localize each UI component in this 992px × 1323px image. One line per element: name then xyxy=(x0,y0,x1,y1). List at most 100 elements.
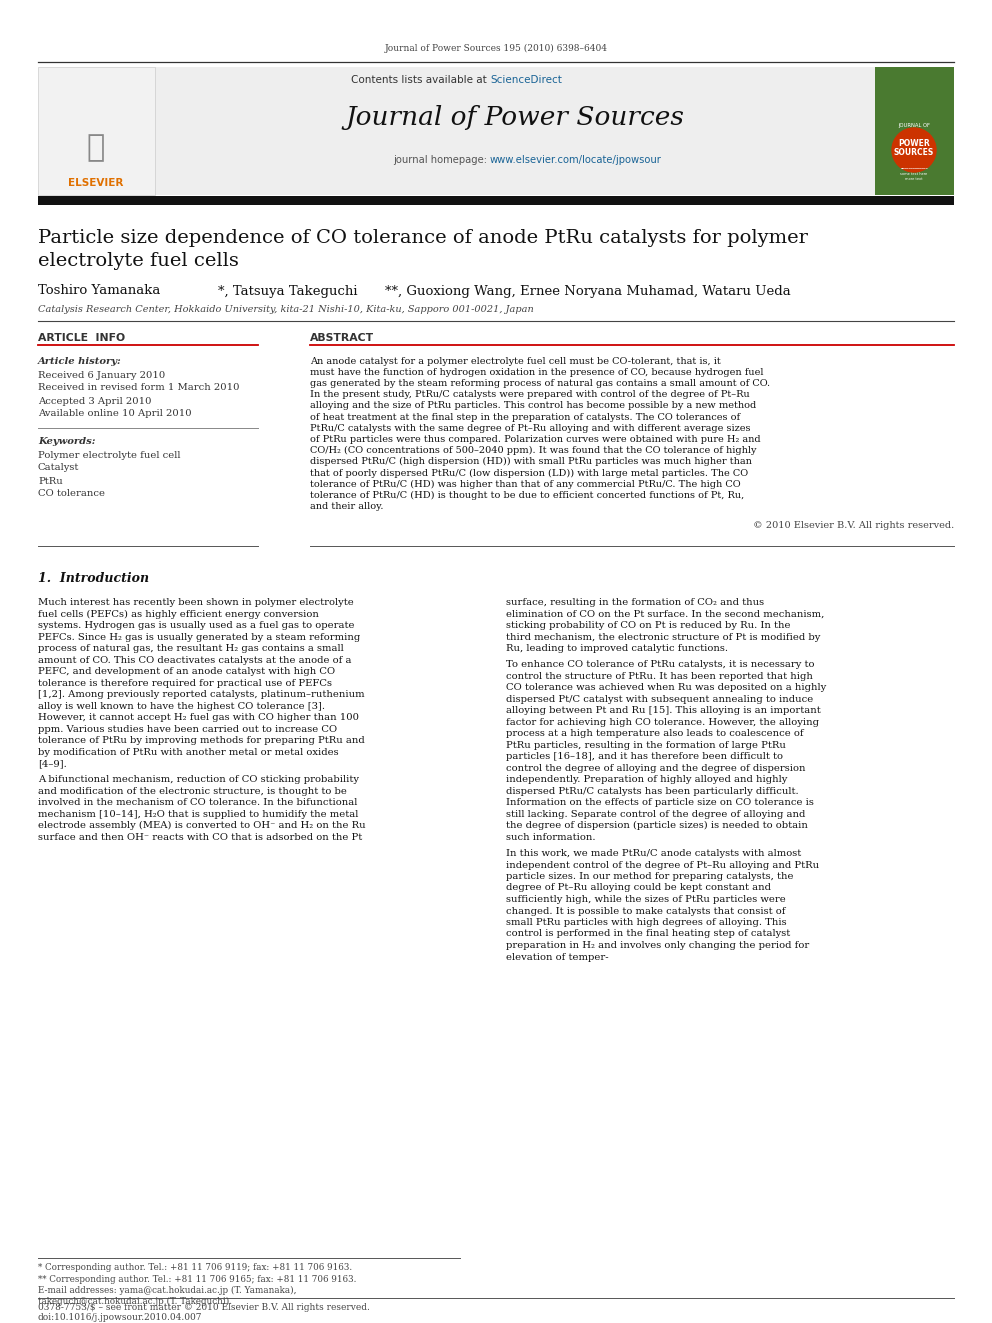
Text: To enhance CO tolerance of PtRu catalysts, it is necessary to: To enhance CO tolerance of PtRu catalyst… xyxy=(506,660,814,669)
Text: control the structure of PtRu. It has been reported that high: control the structure of PtRu. It has be… xyxy=(506,672,812,681)
Text: ARTICLE  INFO: ARTICLE INFO xyxy=(38,333,125,343)
Text: *, Tatsuya Takeguchi: *, Tatsuya Takeguchi xyxy=(218,284,357,298)
Text: Received 6 January 2010: Received 6 January 2010 xyxy=(38,370,166,380)
Text: surface, resulting in the formation of CO₂ and thus: surface, resulting in the formation of C… xyxy=(506,598,764,607)
Text: Ru, leading to improved catalytic functions.: Ru, leading to improved catalytic functi… xyxy=(506,644,728,654)
Text: Contents lists available at: Contents lists available at xyxy=(351,75,490,85)
Text: of PtRu particles were thus compared. Polarization curves were obtained with pur: of PtRu particles were thus compared. Po… xyxy=(310,435,761,445)
Text: Toshiro Yamanaka: Toshiro Yamanaka xyxy=(38,284,161,298)
Text: alloy is well known to have the highest CO tolerance [3].: alloy is well known to have the highest … xyxy=(38,701,325,710)
Text: changed. It is possible to make catalysts that consist of: changed. It is possible to make catalyst… xyxy=(506,906,786,916)
Text: journal homepage:: journal homepage: xyxy=(393,155,490,165)
Text: In the present study, PtRu/C catalysts were prepared with control of the degree : In the present study, PtRu/C catalysts w… xyxy=(310,390,750,400)
Text: In this work, we made PtRu/C anode catalysts with almost: In this work, we made PtRu/C anode catal… xyxy=(506,849,802,859)
Text: control is performed in the final heating step of catalyst: control is performed in the final heatin… xyxy=(506,930,791,938)
Text: systems. Hydrogen gas is usually used as a fuel gas to operate: systems. Hydrogen gas is usually used as… xyxy=(38,622,354,630)
Text: Particle size dependence of CO tolerance of anode PtRu catalysts for polymer: Particle size dependence of CO tolerance… xyxy=(38,229,807,247)
Text: process at a high temperature also leads to coalescence of: process at a high temperature also leads… xyxy=(506,729,804,738)
Text: involved in the mechanism of CO tolerance. In the bifunctional: involved in the mechanism of CO toleranc… xyxy=(38,798,357,807)
Text: Available online 10 April 2010: Available online 10 April 2010 xyxy=(38,410,191,418)
Text: doi:10.1016/j.jpowsour.2010.04.007: doi:10.1016/j.jpowsour.2010.04.007 xyxy=(38,1314,202,1323)
Text: amount of CO. This CO deactivates catalysts at the anode of a: amount of CO. This CO deactivates cataly… xyxy=(38,656,351,664)
Text: the degree of dispersion (particle sizes) is needed to obtain: the degree of dispersion (particle sizes… xyxy=(506,822,807,831)
Text: fuel cells (PEFCs) as highly efficient energy conversion: fuel cells (PEFCs) as highly efficient e… xyxy=(38,610,318,619)
Text: * Corresponding author. Tel.: +81 11 706 9119; fax: +81 11 706 9163.: * Corresponding author. Tel.: +81 11 706… xyxy=(38,1263,352,1273)
Text: independent control of the degree of Pt–Ru alloying and PtRu: independent control of the degree of Pt–… xyxy=(506,860,819,869)
Text: PEFCs. Since H₂ gas is usually generated by a steam reforming: PEFCs. Since H₂ gas is usually generated… xyxy=(38,632,360,642)
Text: Journal of Power Sources: Journal of Power Sources xyxy=(345,106,684,131)
Text: control the degree of alloying and the degree of dispersion: control the degree of alloying and the d… xyxy=(506,763,806,773)
Text: 0378-7753/$ – see front matter © 2010 Elsevier B.V. All rights reserved.: 0378-7753/$ – see front matter © 2010 El… xyxy=(38,1303,370,1312)
Text: ** Corresponding author. Tel.: +81 11 706 9165; fax: +81 11 706 9163.: ** Corresponding author. Tel.: +81 11 70… xyxy=(38,1274,356,1283)
Text: Much interest has recently been shown in polymer electrolyte: Much interest has recently been shown in… xyxy=(38,598,354,607)
Text: third mechanism, the electronic structure of Pt is modified by: third mechanism, the electronic structur… xyxy=(506,632,820,642)
Text: sufficiently high, while the sizes of PtRu particles were: sufficiently high, while the sizes of Pt… xyxy=(506,894,786,904)
Text: CO/H₂ (CO concentrations of 500–2040 ppm). It was found that the CO tolerance of: CO/H₂ (CO concentrations of 500–2040 ppm… xyxy=(310,446,757,455)
Text: Keywords:: Keywords: xyxy=(38,437,95,446)
Text: still lacking. Separate control of the degree of alloying and: still lacking. Separate control of the d… xyxy=(506,810,806,819)
Text: E-mail addresses: yama@cat.hokudai.ac.jp (T. Yamanaka),: E-mail addresses: yama@cat.hokudai.ac.jp… xyxy=(38,1286,297,1295)
Text: JOURNAL OF: JOURNAL OF xyxy=(898,123,930,127)
Text: and their alloy.: and their alloy. xyxy=(310,503,384,511)
Text: tolerance of PtRu by improving methods for preparing PtRu and: tolerance of PtRu by improving methods f… xyxy=(38,737,365,745)
Text: alloying and the size of PtRu particles. This control has become possible by a n: alloying and the size of PtRu particles.… xyxy=(310,401,756,410)
Text: preparation in H₂ and involves only changing the period for: preparation in H₂ and involves only chan… xyxy=(506,941,809,950)
Text: process of natural gas, the resultant H₂ gas contains a small: process of natural gas, the resultant H₂… xyxy=(38,644,344,654)
Text: PtRu particles, resulting in the formation of large PtRu: PtRu particles, resulting in the formati… xyxy=(506,741,786,750)
Text: **, Guoxiong Wang, Ernee Noryana Muhamad, Wataru Ueda: **, Guoxiong Wang, Ernee Noryana Muhamad… xyxy=(385,284,791,298)
Text: dispersed Pt/C catalyst with subsequent annealing to induce: dispersed Pt/C catalyst with subsequent … xyxy=(506,695,813,704)
Text: CO tolerance was achieved when Ru was deposited on a highly: CO tolerance was achieved when Ru was de… xyxy=(506,684,826,692)
Text: ─────────────
some text here
more text: ───────────── some text here more text xyxy=(900,168,928,181)
Text: particles [16–18], and it has therefore been difficult to: particles [16–18], and it has therefore … xyxy=(506,753,783,762)
Text: alloying between Pt and Ru [15]. This alloying is an important: alloying between Pt and Ru [15]. This al… xyxy=(506,706,820,716)
Text: ppm. Various studies have been carried out to increase CO: ppm. Various studies have been carried o… xyxy=(38,725,337,734)
Text: An anode catalyst for a polymer electrolyte fuel cell must be CO-tolerant, that : An anode catalyst for a polymer electrol… xyxy=(310,356,721,365)
Text: such information.: such information. xyxy=(506,833,595,841)
Text: CO tolerance: CO tolerance xyxy=(38,490,105,499)
Text: mechanism [10–14], H₂O that is supplied to humidify the metal: mechanism [10–14], H₂O that is supplied … xyxy=(38,810,358,819)
Text: PtRu: PtRu xyxy=(38,476,62,486)
Circle shape xyxy=(892,128,936,172)
Text: dispersed PtRu/C (high dispersion (HD)) with small PtRu particles was much highe: dispersed PtRu/C (high dispersion (HD)) … xyxy=(310,458,752,467)
Text: A bifunctional mechanism, reduction of CO sticking probability: A bifunctional mechanism, reduction of C… xyxy=(38,775,359,785)
Text: electrode assembly (MEA) is converted to OH⁻ and H₂ on the Ru: electrode assembly (MEA) is converted to… xyxy=(38,822,366,831)
Text: ABSTRACT: ABSTRACT xyxy=(310,333,374,343)
Text: elevation of temper-: elevation of temper- xyxy=(506,953,609,962)
Text: Article history:: Article history: xyxy=(38,356,122,365)
Text: 🌳: 🌳 xyxy=(87,134,105,163)
Text: must have the function of hydrogen oxidation in the presence of CO, because hydr: must have the function of hydrogen oxida… xyxy=(310,368,764,377)
Text: Journal of Power Sources 195 (2010) 6398–6404: Journal of Power Sources 195 (2010) 6398… xyxy=(385,44,607,53)
Bar xyxy=(38,67,155,194)
Text: ScienceDirect: ScienceDirect xyxy=(490,75,561,85)
Text: © 2010 Elsevier B.V. All rights reserved.: © 2010 Elsevier B.V. All rights reserved… xyxy=(753,521,954,531)
Text: Catalysis Research Center, Hokkaido University, kita-21 Nishi-10, Kita-ku, Sappo: Catalysis Research Center, Hokkaido Univ… xyxy=(38,304,534,314)
Text: tolerance of PtRu/C (HD) was higher than that of any commercial PtRu/C. The high: tolerance of PtRu/C (HD) was higher than… xyxy=(310,480,741,488)
Text: factor for achieving high CO tolerance. However, the alloying: factor for achieving high CO tolerance. … xyxy=(506,718,819,726)
Text: tolerance of PtRu/C (HD) is thought to be due to efficient concerted functions o: tolerance of PtRu/C (HD) is thought to b… xyxy=(310,491,744,500)
Text: surface and then OH⁻ reacts with CO that is adsorbed on the Pt: surface and then OH⁻ reacts with CO that… xyxy=(38,833,362,841)
Text: POWER
SOURCES: POWER SOURCES xyxy=(894,139,934,157)
Text: www.elsevier.com/locate/jpowsour: www.elsevier.com/locate/jpowsour xyxy=(490,155,662,165)
Bar xyxy=(38,196,954,205)
Text: independently. Preparation of highly alloyed and highly: independently. Preparation of highly all… xyxy=(506,775,788,785)
Text: Polymer electrolyte fuel cell: Polymer electrolyte fuel cell xyxy=(38,451,181,459)
Text: takeguch@cat.hokudai.ac.jp (T. Takeguchi).: takeguch@cat.hokudai.ac.jp (T. Takeguchi… xyxy=(38,1297,232,1306)
Text: and modification of the electronic structure, is thought to be: and modification of the electronic struc… xyxy=(38,787,347,796)
Text: Information on the effects of particle size on CO tolerance is: Information on the effects of particle s… xyxy=(506,798,813,807)
Text: particle sizes. In our method for preparing catalysts, the: particle sizes. In our method for prepar… xyxy=(506,872,794,881)
Bar xyxy=(155,67,875,194)
Text: sticking probability of CO on Pt is reduced by Ru. In the: sticking probability of CO on Pt is redu… xyxy=(506,622,791,630)
Text: elimination of CO on the Pt surface. In the second mechanism,: elimination of CO on the Pt surface. In … xyxy=(506,610,824,619)
Text: 1.  Introduction: 1. Introduction xyxy=(38,573,149,585)
Text: by modification of PtRu with another metal or metal oxides: by modification of PtRu with another met… xyxy=(38,747,338,757)
Text: [1,2]. Among previously reported catalysts, platinum–ruthenium: [1,2]. Among previously reported catalys… xyxy=(38,691,365,700)
Text: ELSEVIER: ELSEVIER xyxy=(68,179,124,188)
Text: gas generated by the steam reforming process of natural gas contains a small amo: gas generated by the steam reforming pro… xyxy=(310,378,770,388)
Text: of heat treatment at the final step in the preparation of catalysts. The CO tole: of heat treatment at the final step in t… xyxy=(310,413,740,422)
Text: tolerance is therefore required for practical use of PEFCs: tolerance is therefore required for prac… xyxy=(38,679,332,688)
Text: Accepted 3 April 2010: Accepted 3 April 2010 xyxy=(38,397,152,406)
Text: dispersed PtRu/C catalysts has been particularly difficult.: dispersed PtRu/C catalysts has been part… xyxy=(506,787,799,796)
Text: Received in revised form 1 March 2010: Received in revised form 1 March 2010 xyxy=(38,384,239,393)
Bar xyxy=(875,67,954,194)
Text: However, it cannot accept H₂ fuel gas with CO higher than 100: However, it cannot accept H₂ fuel gas wi… xyxy=(38,713,359,722)
